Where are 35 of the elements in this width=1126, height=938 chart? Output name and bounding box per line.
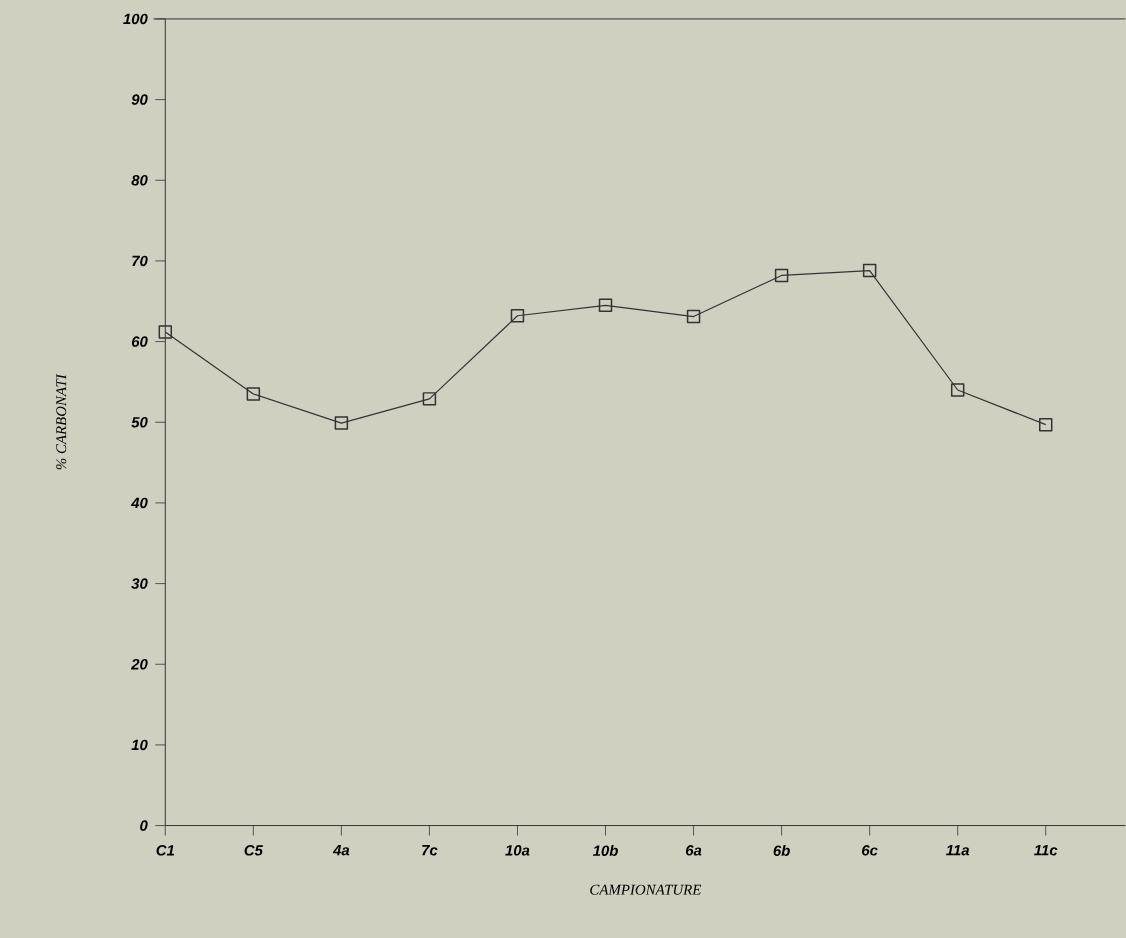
x-tick-label: 10b: [592, 844, 618, 856]
x-tick-label: 7c: [422, 844, 438, 856]
point: [422, 392, 437, 406]
x-tick-label: C1: [156, 844, 175, 856]
point: [598, 298, 613, 312]
y-tick-label: 40: [131, 497, 148, 509]
point: [246, 387, 261, 401]
y-tick-label: 70: [132, 255, 148, 267]
x-tick-label: 11c: [1034, 844, 1058, 856]
x-axis-title: CAMPIONATURE: [590, 884, 702, 895]
x-tick-label: 6b: [773, 844, 790, 856]
x-tick-label: 11a: [946, 844, 970, 856]
point: [158, 325, 173, 339]
point: [950, 383, 965, 397]
y-tick-label: 60: [131, 336, 148, 347]
y-tick-label: 0: [140, 820, 148, 831]
y-axis-title: % CARBONATI: [56, 373, 67, 470]
point: [510, 308, 525, 323]
y-tick-label: 90: [131, 94, 148, 105]
x-tick-label: 6c: [862, 844, 878, 856]
x-tick-label: 10a: [505, 844, 530, 856]
y-tick-label: 30: [131, 578, 148, 589]
point: [862, 263, 877, 278]
x-tick-label: 4a: [332, 844, 350, 856]
y-tick-label: 100: [123, 13, 148, 25]
point: [334, 416, 349, 430]
x-tick-label: C5: [244, 844, 264, 856]
x-tick-label: 6a: [685, 844, 702, 856]
point: [686, 309, 701, 324]
point: [1039, 417, 1053, 432]
y-tick-label: 50: [131, 416, 148, 428]
y-tick-label: 80: [131, 174, 148, 186]
point: [774, 268, 789, 283]
y-tick-label: 10: [131, 739, 148, 751]
y-tick-label: 20: [131, 658, 148, 670]
